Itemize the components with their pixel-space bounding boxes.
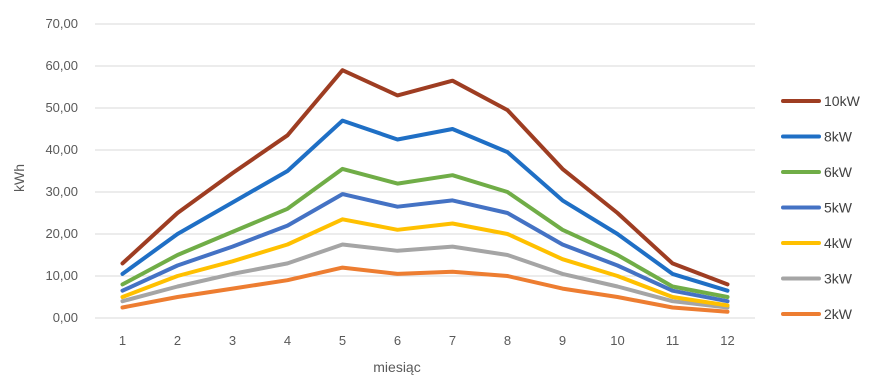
legend-item-6kW: 6kW (781, 164, 853, 180)
series-line-8kW (120, 118, 730, 293)
x-tick-label: 5 (339, 333, 346, 348)
legend-label: 2kW (824, 306, 853, 322)
legend-label: 3kW (824, 271, 853, 287)
x-tick-label: 9 (559, 333, 566, 348)
series-line-5kW (120, 192, 730, 304)
y-axis-title: kWh (11, 164, 27, 192)
series-line-2kW (120, 265, 730, 314)
legend: 10kW 8kW 6kW 5kW 4kW 3kW 2kW (781, 93, 861, 322)
y-axis-ticks: 0,00 10,00 20,00 30,00 40,00 50,00 60,00 70,00 (45, 16, 78, 325)
x-tick-label: 7 (449, 333, 456, 348)
legend-item-10kW: 10kW (781, 93, 861, 109)
legend-item-5kW: 5kW (781, 200, 853, 216)
series-line-3kW (120, 242, 730, 310)
x-tick-label: 1 (119, 333, 126, 348)
y-tick-label: 0,00 (53, 310, 78, 325)
legend-item-8kW: 8kW (781, 129, 853, 145)
legend-label: 5kW (824, 200, 853, 216)
x-tick-label: 11 (666, 333, 680, 348)
x-tick-label: 6 (394, 333, 401, 348)
x-tick-label: 10 (610, 333, 624, 348)
x-tick-label: 8 (504, 333, 511, 348)
legend-item-3kW: 3kW (781, 271, 853, 287)
y-tick-label: 50,00 (45, 100, 78, 115)
series-lines (120, 68, 730, 314)
x-tick-label: 12 (720, 333, 734, 348)
y-tick-label: 20,00 (45, 226, 78, 241)
y-tick-label: 10,00 (45, 268, 78, 283)
series-line-4kW (120, 217, 730, 308)
legend-label: 10kW (824, 93, 861, 109)
legend-label: 8kW (824, 129, 853, 145)
legend-item-4kW: 4kW (781, 235, 853, 251)
x-tick-label: 2 (174, 333, 181, 348)
x-axis-title: miesiąc (373, 359, 420, 375)
legend-label: 4kW (824, 235, 853, 251)
x-tick-label: 4 (284, 333, 291, 348)
y-tick-label: 70,00 (45, 16, 78, 31)
y-tick-label: 60,00 (45, 58, 78, 73)
y-tick-label: 30,00 (45, 184, 78, 199)
legend-item-2kW: 2kW (781, 306, 853, 322)
y-tick-label: 40,00 (45, 142, 78, 157)
series-line-10kW (120, 68, 730, 287)
x-axis-ticks: 1 2 3 4 5 6 7 8 9 10 11 12 (119, 333, 735, 348)
x-tick-label: 3 (229, 333, 236, 348)
legend-label: 6kW (824, 164, 853, 180)
series-line-6kW (120, 166, 730, 299)
